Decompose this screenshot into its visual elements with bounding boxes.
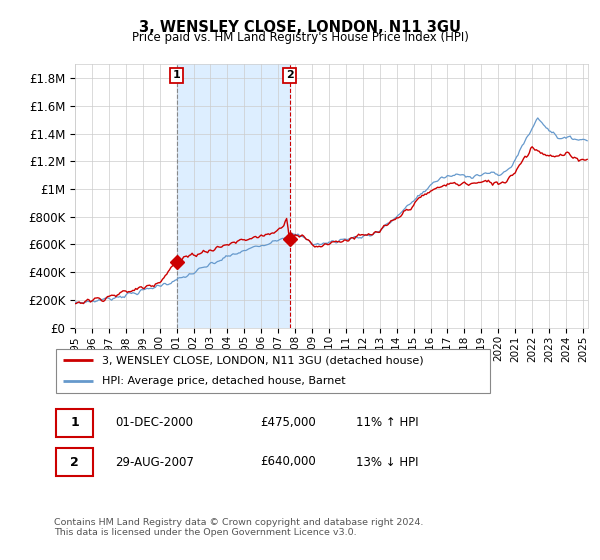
Text: 29-AUG-2007: 29-AUG-2007 [115,455,194,469]
FancyBboxPatch shape [56,349,490,393]
Text: 1: 1 [173,71,181,81]
Text: Price paid vs. HM Land Registry's House Price Index (HPI): Price paid vs. HM Land Registry's House … [131,31,469,44]
Text: 13% ↓ HPI: 13% ↓ HPI [356,455,419,469]
Text: Contains HM Land Registry data © Crown copyright and database right 2024.
This d: Contains HM Land Registry data © Crown c… [54,518,424,538]
FancyBboxPatch shape [56,448,94,476]
Text: £475,000: £475,000 [260,416,316,430]
Text: 2: 2 [286,71,293,81]
Text: 3, WENSLEY CLOSE, LONDON, N11 3GU: 3, WENSLEY CLOSE, LONDON, N11 3GU [139,20,461,35]
Text: 11% ↑ HPI: 11% ↑ HPI [356,416,419,430]
Text: 1: 1 [70,416,79,430]
Text: 01-DEC-2000: 01-DEC-2000 [115,416,193,430]
Text: HPI: Average price, detached house, Barnet: HPI: Average price, detached house, Barn… [102,376,346,386]
Text: 3, WENSLEY CLOSE, LONDON, N11 3GU (detached house): 3, WENSLEY CLOSE, LONDON, N11 3GU (detac… [102,355,424,365]
Bar [176,64,290,328]
FancyBboxPatch shape [56,409,94,437]
Text: £640,000: £640,000 [260,455,316,469]
Text: 2: 2 [70,455,79,469]
